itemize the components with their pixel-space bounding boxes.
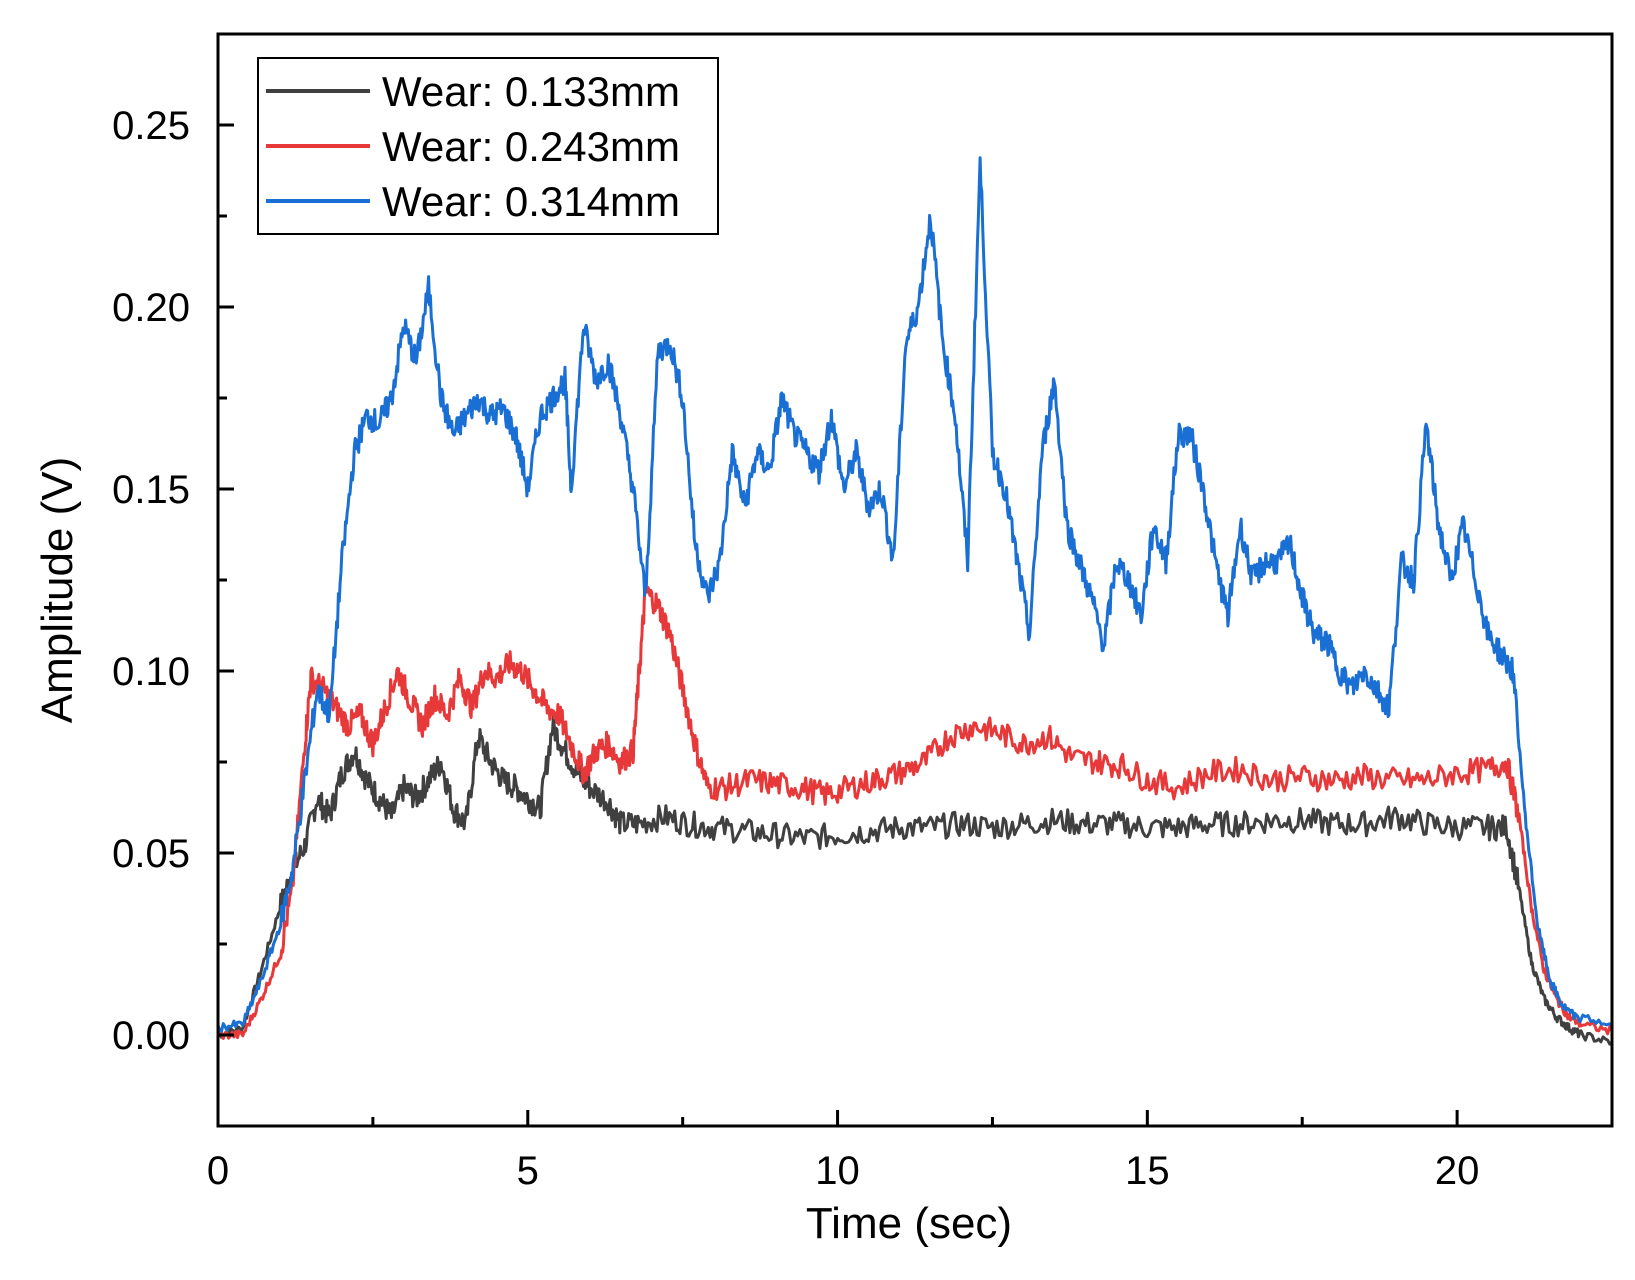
series-line-2 [217,585,1614,1040]
y-tick-label: 0.25 [112,104,190,148]
x-tick-label: 5 [517,1149,539,1193]
x-axis-title: Time (sec) [806,1199,1012,1248]
y-tick-label: 0.15 [112,468,190,512]
series-line-3 [216,156,1613,1033]
series-layer [216,156,1614,1046]
y-tick-label: 0.00 [112,1014,190,1058]
x-tick-label: 15 [1125,1149,1170,1193]
y-axis-title: Amplitude (V) [33,457,82,724]
legend: Wear: 0.133mm Wear: 0.243mm Wear: 0.314mm [257,57,719,235]
ticks-layer: 0 5 10 15 20 0.00 0.05 0.10 0.15 0.20 0.25 [112,32,1480,1193]
x-tick-label: 10 [815,1149,860,1193]
y-tick-label: 0.10 [112,650,190,694]
x-tick-label: 20 [1435,1149,1480,1193]
series-line-1 [217,714,1613,1046]
legend-label: Wear: 0.314mm [382,178,680,225]
legend-label: Wear: 0.133mm [382,68,680,115]
x-tick-label: 0 [207,1149,229,1193]
y-tick-label: 0.05 [112,832,190,876]
legend-label: Wear: 0.243mm [382,123,680,170]
y-tick-label: 0.20 [112,286,190,330]
